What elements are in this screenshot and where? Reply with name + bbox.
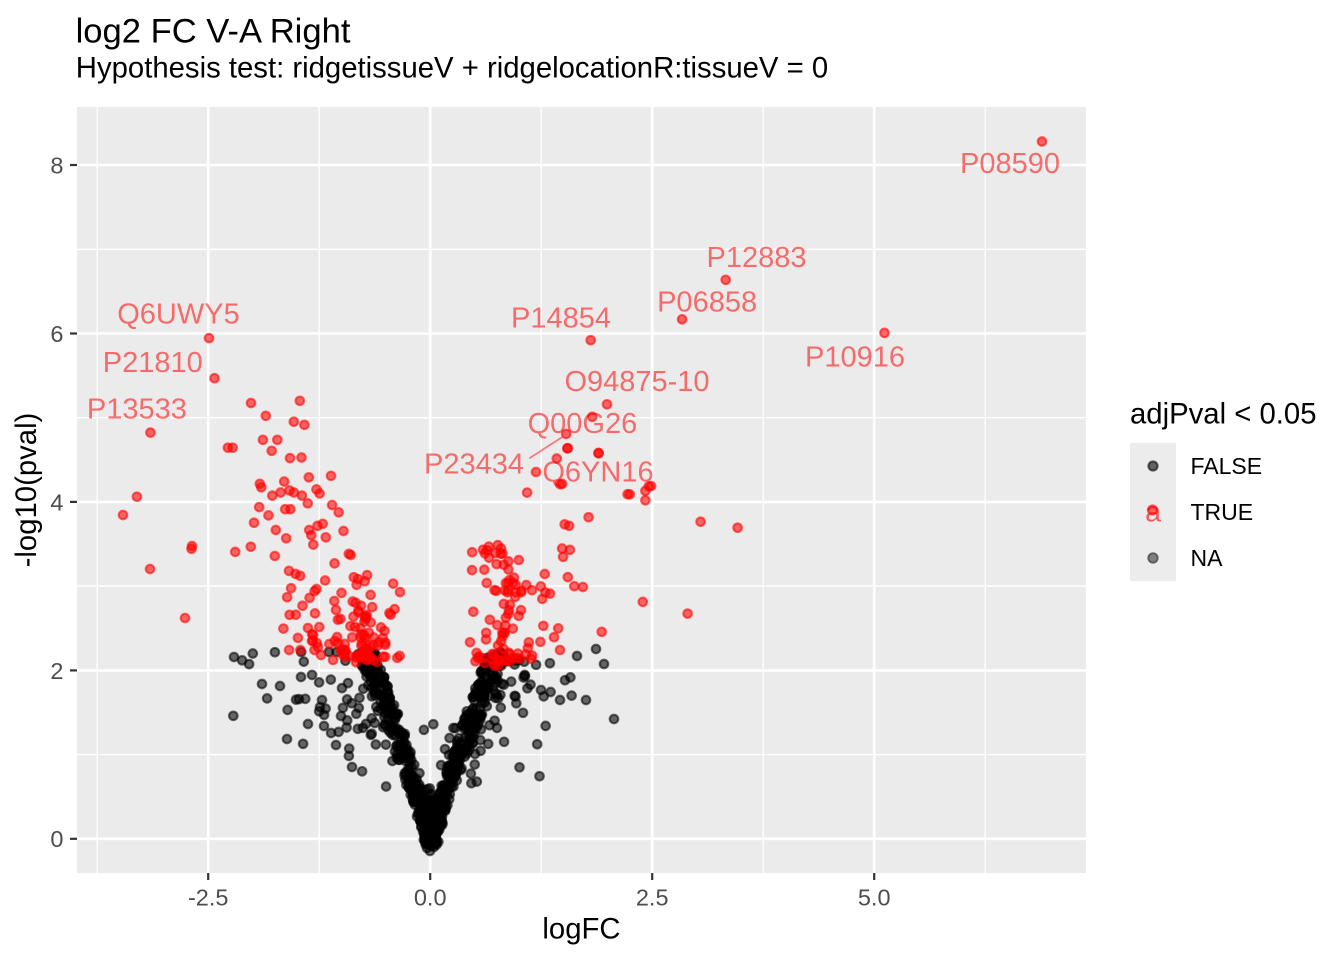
- svg-text:P21810: P21810: [103, 347, 203, 379]
- svg-text:logFC: logFC: [542, 913, 620, 946]
- svg-text:log2 FC V-A Right: log2 FC V-A Right: [76, 12, 351, 50]
- svg-text:NA: NA: [1191, 545, 1224, 571]
- svg-text:Hypothesis test: ridgetissueV: Hypothesis test: ridgetissueV + ridgeloc…: [76, 51, 828, 84]
- svg-text:P13533: P13533: [87, 393, 187, 425]
- svg-text:2.5: 2.5: [636, 885, 669, 911]
- svg-text:TRUE: TRUE: [1191, 499, 1254, 525]
- svg-text:-2.5: -2.5: [188, 885, 229, 911]
- svg-text:Q6YN16: Q6YN16: [542, 457, 653, 489]
- svg-text:P06858: P06858: [657, 286, 757, 318]
- svg-text:5.0: 5.0: [858, 885, 891, 911]
- svg-text:4: 4: [50, 489, 63, 515]
- svg-text:8: 8: [50, 152, 63, 178]
- svg-text:P10916: P10916: [805, 341, 905, 373]
- svg-text:Q00G26: Q00G26: [528, 408, 638, 440]
- svg-text:P14854: P14854: [511, 302, 611, 334]
- svg-text:6: 6: [50, 321, 63, 347]
- svg-text:Q6UWY5: Q6UWY5: [117, 298, 239, 330]
- svg-text:2: 2: [50, 658, 63, 684]
- svg-text:0.0: 0.0: [414, 885, 447, 911]
- svg-text:-log10(pval): -log10(pval): [10, 413, 43, 568]
- svg-text:O94875-10: O94875-10: [564, 366, 709, 398]
- svg-text:adjPval < 0.05: adjPval < 0.05: [1130, 397, 1317, 430]
- svg-text:P12883: P12883: [707, 242, 807, 274]
- svg-text:P08590: P08590: [960, 148, 1060, 180]
- svg-text:0: 0: [50, 826, 63, 852]
- svg-text:P23434: P23434: [424, 448, 524, 480]
- svg-text:FALSE: FALSE: [1191, 453, 1263, 479]
